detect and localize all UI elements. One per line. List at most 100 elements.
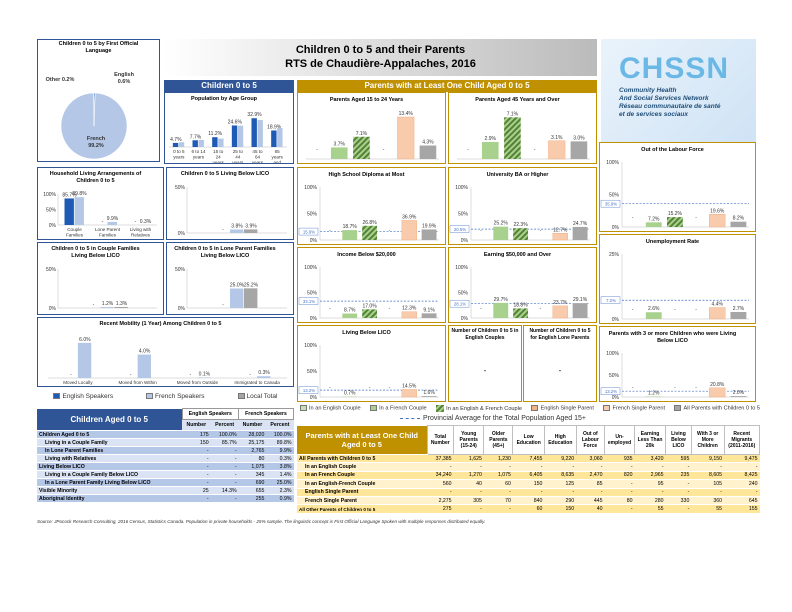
data-label: 4.4% <box>712 302 724 308</box>
table-cell: 70 <box>483 496 513 506</box>
pie-label-other: Other 0.2% <box>46 77 75 83</box>
x-tick-label: 65 <box>275 149 281 154</box>
legend-fr-single: French Single Parent <box>603 405 665 412</box>
y-tick-label: 100% <box>455 185 468 191</box>
bar-french-single-parent <box>552 233 568 241</box>
table-cell: 28,020 <box>238 430 267 439</box>
y-tick-label: 0% <box>310 395 318 401</box>
table-cell: 85 <box>576 479 605 489</box>
table-cell: - <box>483 504 513 514</box>
couples-box: Number of Children 0 to 5 in English Cou… <box>448 325 522 402</box>
pie-label-english: English <box>114 72 135 78</box>
data-label: 18.7% <box>343 224 358 230</box>
header-box <box>164 39 597 76</box>
hdr-pct-en: Percent <box>210 419 239 431</box>
table-cell: 150 <box>544 504 577 514</box>
table-cell: 840 <box>512 496 545 506</box>
row-label: Aboriginal Identity <box>37 494 182 503</box>
chart-title: Earning $50,000 and Over <box>484 252 552 258</box>
x-tick-label: 44 <box>235 155 241 160</box>
table-cell: 2,275 <box>427 496 454 506</box>
bar-english-speakers <box>64 198 74 225</box>
table-cell: - <box>604 488 635 497</box>
bar-in-an-english-french-couple <box>362 309 378 318</box>
bar-in-a-french-couple <box>342 230 358 240</box>
chart-title: Below LICO <box>657 338 689 344</box>
hdr-pct-fr: Percent <box>266 419 294 431</box>
data-label: 25.2% <box>494 221 509 227</box>
provincial-label: 20.5% <box>454 227 466 232</box>
bar-english-speakers <box>212 137 218 147</box>
data-label: - <box>389 228 391 234</box>
table-cell: 3,420 <box>634 454 666 464</box>
bar-english-speakers <box>231 125 238 147</box>
table-cell: - <box>512 488 545 497</box>
legend-parents: In an English Couple In a French Couple … <box>300 405 760 412</box>
row-label: All Other Parents of Children 0 to 5 <box>297 504 427 514</box>
lone-title: Number of Children 0 to 5 for English Lo… <box>529 328 591 341</box>
lone-value: - <box>558 366 562 375</box>
mobility-panel: Recent Mobility (1 Year) Among Children … <box>37 317 294 391</box>
bar-english-speakers <box>251 118 257 147</box>
data-label: 25.0% <box>230 283 245 289</box>
provincial-label: 13.2% <box>303 388 315 393</box>
x-tick-label: Moved from Within <box>118 380 157 385</box>
table-cell: - <box>210 454 239 463</box>
bar-in-a-french-couple <box>481 141 499 159</box>
data-label: - <box>695 385 697 391</box>
table-cell: - <box>182 454 211 463</box>
bar-all-parents <box>421 229 437 240</box>
table-cell: 655 <box>238 486 267 495</box>
chart-title: Living Below LICO <box>71 253 120 259</box>
bar-french-speakers <box>237 125 244 147</box>
table-cell: 155 <box>724 504 760 514</box>
data-label: - <box>316 147 318 153</box>
bar-all-parents <box>421 313 437 318</box>
hdr-english: English Speakers <box>181 408 240 420</box>
provincial-box <box>449 299 470 308</box>
table-cell: - <box>604 462 635 472</box>
legend-english: English Speakers <box>53 393 113 400</box>
x-tick-label: Moved from Outside <box>177 380 219 385</box>
logo: CHSSN Community Health And Social Servic… <box>601 39 756 142</box>
hdr-french: French Speakers <box>238 408 294 420</box>
couples-value: - <box>483 366 487 375</box>
logo-line-3: Réseau communautaire de santé <box>619 103 721 110</box>
table-cell: 240 <box>724 479 760 489</box>
bar-french-single-parent <box>709 214 726 228</box>
data-label: 29.1% <box>573 297 588 303</box>
y-tick-label: 100% <box>304 265 317 271</box>
bar-all-parents <box>419 145 437 159</box>
data-label: 29.7% <box>494 297 509 303</box>
table-cell: 175 <box>182 430 211 439</box>
x-tick-label: 15 to <box>213 149 224 154</box>
provincial-box <box>600 387 621 395</box>
table-cell: 3.8% <box>266 462 294 471</box>
chart-title: Unemployment Rate <box>646 239 699 245</box>
table-row: In Lone Parent Families - -2,765 9.9% <box>37 446 294 455</box>
x-tick-label: years <box>213 160 225 163</box>
table-cell: 235 <box>665 471 692 481</box>
table-cell: - <box>724 462 760 472</box>
x-tick-label: years <box>252 160 264 163</box>
table-cell: 290 <box>544 496 577 506</box>
y-tick-label: 0% <box>612 395 620 401</box>
y-tick-label: 50% <box>458 212 469 218</box>
data-label: - <box>222 227 224 233</box>
data-label: - <box>632 215 634 221</box>
legend-en-couple: In an English Couple <box>300 405 361 412</box>
children-table-wrap: Children Aged 0 to 5 English Speakers Fr… <box>37 408 294 503</box>
chart-title: Parents Aged 15 to 24 Years <box>330 97 403 103</box>
x-tick-label: 0 to 5 <box>173 149 185 154</box>
data-label: - <box>222 302 224 308</box>
source-note: Source: JPocock Research Consulting, 201… <box>37 519 486 524</box>
column-header: Recent Migrants (2011-2016) <box>723 425 761 455</box>
bar-french-speakers <box>197 377 211 378</box>
data-label: - <box>695 215 697 221</box>
provincial-box <box>600 296 621 304</box>
data-label: 7.1% <box>507 111 519 117</box>
chart-title: Parents with 3 or more Children who were… <box>609 331 736 337</box>
data-label: 0.1% <box>199 371 211 377</box>
data-label: 3.1% <box>551 135 563 141</box>
